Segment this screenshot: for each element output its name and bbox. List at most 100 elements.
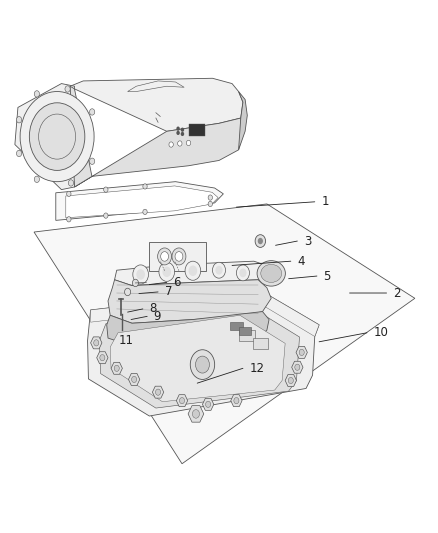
Ellipse shape <box>257 261 286 286</box>
Polygon shape <box>292 361 303 373</box>
Text: 9: 9 <box>154 310 161 323</box>
Circle shape <box>114 365 119 372</box>
Circle shape <box>104 213 108 218</box>
Circle shape <box>175 252 183 261</box>
Circle shape <box>161 252 169 261</box>
Text: 8: 8 <box>149 302 157 316</box>
Polygon shape <box>97 352 108 364</box>
Text: 7: 7 <box>165 286 172 298</box>
Circle shape <box>180 398 184 404</box>
Circle shape <box>17 150 21 157</box>
Polygon shape <box>296 346 307 358</box>
Circle shape <box>189 265 197 276</box>
Circle shape <box>208 201 212 207</box>
Circle shape <box>100 354 105 361</box>
Circle shape <box>169 142 173 147</box>
Circle shape <box>162 266 171 277</box>
Bar <box>253 338 268 349</box>
Circle shape <box>178 141 182 146</box>
Polygon shape <box>177 394 187 407</box>
Polygon shape <box>202 398 214 410</box>
Circle shape <box>136 269 145 280</box>
Polygon shape <box>285 375 297 386</box>
Polygon shape <box>127 81 184 92</box>
Bar <box>239 327 251 335</box>
Polygon shape <box>111 362 122 374</box>
Bar <box>230 321 243 330</box>
Circle shape <box>143 209 147 215</box>
Circle shape <box>186 140 191 146</box>
Circle shape <box>239 269 247 277</box>
Bar <box>240 330 255 341</box>
Circle shape <box>212 262 226 278</box>
Circle shape <box>185 261 201 280</box>
Circle shape <box>20 92 94 182</box>
Circle shape <box>158 248 172 265</box>
Circle shape <box>104 187 108 192</box>
Polygon shape <box>70 78 243 131</box>
Polygon shape <box>231 394 242 407</box>
Circle shape <box>177 131 180 135</box>
Circle shape <box>195 356 209 373</box>
Polygon shape <box>91 290 319 336</box>
Circle shape <box>177 126 180 131</box>
Text: 6: 6 <box>173 276 181 289</box>
Polygon shape <box>56 182 223 220</box>
Circle shape <box>131 376 137 383</box>
Text: 10: 10 <box>374 326 389 340</box>
Polygon shape <box>128 374 140 385</box>
Polygon shape <box>70 86 92 187</box>
Circle shape <box>89 158 95 165</box>
Polygon shape <box>188 406 204 422</box>
Polygon shape <box>110 316 285 402</box>
Circle shape <box>65 86 70 92</box>
Text: 5: 5 <box>323 270 331 282</box>
Polygon shape <box>74 118 243 187</box>
Circle shape <box>299 349 304 356</box>
Circle shape <box>208 195 212 200</box>
Text: 2: 2 <box>393 287 401 300</box>
Polygon shape <box>115 261 276 286</box>
Circle shape <box>215 266 223 274</box>
Circle shape <box>181 132 184 136</box>
Circle shape <box>34 176 39 182</box>
Circle shape <box>205 401 211 407</box>
Circle shape <box>68 180 74 186</box>
Circle shape <box>172 248 186 265</box>
Polygon shape <box>107 312 269 346</box>
Polygon shape <box>108 280 271 323</box>
Polygon shape <box>88 290 319 416</box>
Text: 3: 3 <box>304 235 311 247</box>
Circle shape <box>39 114 76 159</box>
Circle shape <box>94 340 99 346</box>
Circle shape <box>295 364 300 370</box>
Circle shape <box>258 238 263 244</box>
Polygon shape <box>99 306 300 408</box>
Text: 12: 12 <box>250 362 265 375</box>
Circle shape <box>155 389 161 395</box>
Circle shape <box>181 127 184 132</box>
Circle shape <box>255 235 265 247</box>
Circle shape <box>190 350 215 379</box>
Circle shape <box>34 91 39 97</box>
Polygon shape <box>91 337 102 349</box>
Circle shape <box>192 409 199 418</box>
Circle shape <box>234 398 239 404</box>
Polygon shape <box>239 92 247 150</box>
Circle shape <box>29 103 85 171</box>
Circle shape <box>133 265 148 284</box>
Circle shape <box>89 109 95 115</box>
Circle shape <box>288 377 293 384</box>
Text: 1: 1 <box>321 195 329 208</box>
Circle shape <box>124 288 131 296</box>
Circle shape <box>67 216 71 222</box>
Circle shape <box>143 184 147 189</box>
Polygon shape <box>34 204 415 464</box>
Bar <box>188 124 205 136</box>
Polygon shape <box>66 186 218 217</box>
Polygon shape <box>152 386 164 398</box>
Circle shape <box>67 191 71 197</box>
Circle shape <box>132 279 138 287</box>
Circle shape <box>17 117 21 123</box>
Bar <box>149 241 206 271</box>
